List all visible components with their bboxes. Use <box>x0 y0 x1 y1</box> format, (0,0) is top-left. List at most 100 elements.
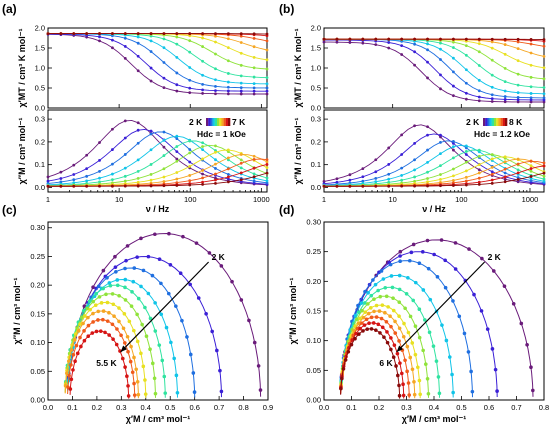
legend-swatch-a <box>217 118 220 126</box>
data-point-bottom-a <box>226 172 230 176</box>
y-tick-label-bottom-a: 0.3 <box>35 115 45 124</box>
arc-point-c <box>114 342 119 347</box>
data-point-top-a <box>175 35 179 39</box>
y-tick-label-top-a: 0.0 <box>35 104 45 113</box>
data-point-bottom-b <box>439 177 442 181</box>
series-line-top-b <box>323 39 545 101</box>
data-point-bottom-b <box>413 124 416 128</box>
x-tick-label-d: 0.6 <box>484 403 494 412</box>
data-point-top-a <box>226 59 230 63</box>
arc-point-c <box>67 373 71 378</box>
y-axis-label-bottom-a: χ″M / cm³ mol⁻¹ <box>17 118 27 185</box>
series-line-top-b <box>324 41 544 103</box>
data-point-bottom-a <box>149 132 153 136</box>
data-point-top-a <box>188 86 192 90</box>
panel-label-b: (b) <box>279 2 294 16</box>
data-point-bottom-b <box>361 175 365 179</box>
x-tick-label-c: 0.0 <box>43 403 53 412</box>
arc-point-c <box>130 370 135 375</box>
data-point-top-b <box>426 37 429 41</box>
arc-point-c <box>101 286 106 291</box>
data-point-bottom-b <box>464 175 468 179</box>
data-point-bottom-b <box>374 177 378 180</box>
arc-point-d <box>407 393 411 397</box>
data-point-top-a <box>85 35 89 39</box>
arc-point-c <box>162 374 167 379</box>
data-point-top-b <box>529 37 533 41</box>
data-point-bottom-a <box>72 163 76 167</box>
arc-point-c <box>69 363 73 367</box>
data-point-bottom-a <box>175 177 179 181</box>
arc-point-d <box>377 309 382 313</box>
data-point-bottom-a <box>123 136 127 140</box>
data-point-bottom-a <box>162 180 166 183</box>
data-point-bottom-b <box>490 178 494 182</box>
arc-point-d <box>400 371 404 376</box>
arc-point-c <box>98 329 103 333</box>
arc-point-c <box>96 309 101 314</box>
y-tick-label-c: 0.20 <box>30 281 45 290</box>
arc-point-c <box>130 290 134 294</box>
arc-point-c <box>135 255 139 259</box>
arc-point-c <box>132 381 136 386</box>
data-point-bottom-a <box>265 166 269 170</box>
arrow-head-d <box>396 345 404 352</box>
arc-point-c <box>174 373 179 378</box>
data-point-bottom-a <box>123 174 127 178</box>
arc-point-d <box>397 393 402 398</box>
data-point-bottom-a <box>201 145 204 148</box>
arc-point-d <box>416 365 420 370</box>
data-point-bottom-b <box>413 168 416 172</box>
data-point-bottom-a <box>239 161 243 165</box>
data-point-top-b <box>529 98 533 102</box>
y-tick-label-top-b: 2.0 <box>311 24 321 33</box>
arc-point-c <box>78 322 82 326</box>
data-point-top-a <box>252 75 256 79</box>
arc-point-c <box>112 314 116 318</box>
data-point-top-a <box>226 72 230 75</box>
arc-point-d <box>401 334 406 339</box>
data-point-bottom-a <box>111 178 114 182</box>
data-point-top-b <box>361 37 365 41</box>
x-tick-label-a: 1 <box>46 195 50 204</box>
data-point-bottom-b <box>503 171 507 175</box>
arc-point-d <box>353 336 357 341</box>
arc-point-d <box>490 347 495 351</box>
arc-line-c <box>64 293 156 398</box>
arc-point-c <box>115 278 120 282</box>
series-line-top-a <box>47 33 267 95</box>
data-point-top-a <box>239 34 243 38</box>
data-point-top-a <box>136 35 140 39</box>
arc-point-c <box>167 231 171 236</box>
data-point-top-b <box>542 54 546 58</box>
legend-swatch-b <box>505 118 508 126</box>
arc-point-d <box>402 321 406 326</box>
arc-point-c <box>120 356 125 361</box>
data-point-top-a <box>265 32 269 36</box>
arc-point-c <box>110 292 115 296</box>
y-tick-label-bottom-a: 0.2 <box>35 137 45 146</box>
data-point-bottom-a <box>239 178 243 182</box>
data-point-top-b <box>490 40 494 44</box>
data-point-top-a <box>188 66 192 69</box>
data-point-top-a <box>201 59 204 63</box>
data-point-top-a <box>239 63 243 67</box>
data-point-top-b <box>542 44 546 48</box>
y-tick-label-top-b: 0.5 <box>311 84 321 93</box>
data-point-bottom-b <box>400 174 404 177</box>
arc-point-d <box>453 267 458 271</box>
data-point-bottom-b <box>503 167 507 171</box>
arc-point-d <box>511 301 516 306</box>
data-point-bottom-a <box>175 134 179 138</box>
y-tick-label-bottom-b: 0.1 <box>311 160 321 169</box>
data-point-top-b <box>490 97 494 101</box>
data-point-top-b <box>452 37 455 41</box>
data-point-bottom-b <box>490 157 494 161</box>
data-point-bottom-b <box>426 180 429 184</box>
arc-point-c <box>75 351 80 356</box>
data-point-top-b <box>490 93 494 97</box>
data-point-top-a <box>201 36 204 40</box>
series-line-bottom-a <box>48 163 268 187</box>
arc-line-c <box>67 267 196 398</box>
data-point-bottom-a <box>265 160 269 164</box>
